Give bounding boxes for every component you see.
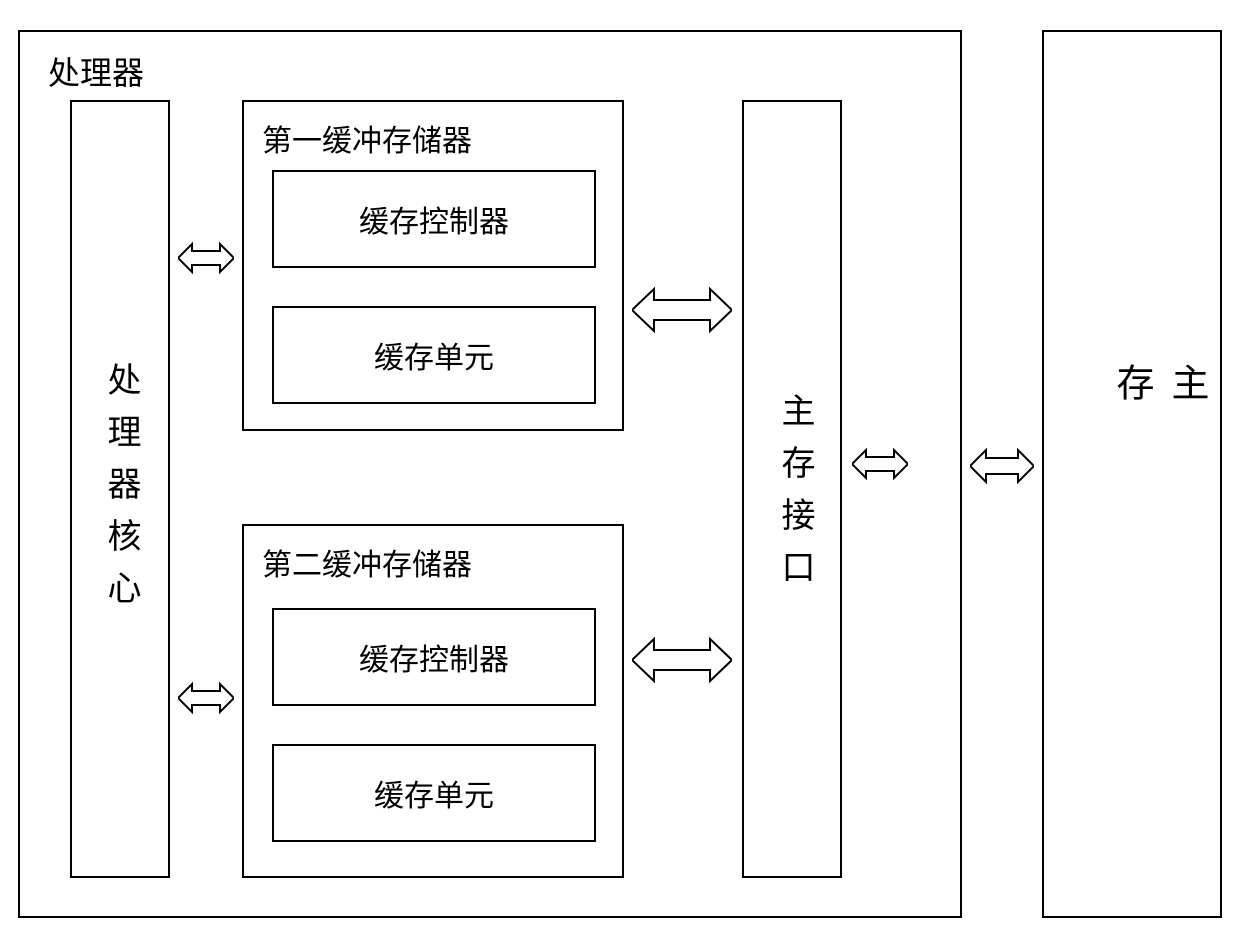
- diagram-canvas: 处理器 处理器核心 第一缓冲存储器 缓存控制器 缓存单元 第二缓冲存储器 缓存控…: [0, 0, 1240, 943]
- buffer1-unit-box: 缓存单元: [272, 306, 596, 404]
- arrow-core-buf2: [178, 680, 234, 716]
- mem-if-box: 主存接口: [742, 100, 842, 878]
- buffer1-ctrl-label: 缓存控制器: [359, 197, 509, 241]
- core-box: 处理器核心: [70, 100, 170, 878]
- arrow-buf2-memif: [632, 635, 732, 685]
- buffer1-unit-label: 缓存单元: [374, 333, 494, 377]
- buffer2-unit-box: 缓存单元: [272, 744, 596, 842]
- buffer1-label: 第一缓冲存储器: [262, 116, 472, 160]
- buffer2-unit-label: 缓存单元: [374, 771, 494, 815]
- buffer2-ctrl-label: 缓存控制器: [359, 635, 509, 679]
- main-mem-box: 主存: [1042, 30, 1222, 918]
- buffer2-label: 第二缓冲存储器: [262, 540, 472, 584]
- mem-if-label: 主存接口: [770, 377, 819, 617]
- main-mem-label: 主存: [1104, 307, 1214, 657]
- processor-label: 处理器: [48, 48, 144, 94]
- core-label: 处理器核心: [96, 342, 145, 642]
- arrow-core-buf1: [178, 240, 234, 276]
- buffer1-ctrl-box: 缓存控制器: [272, 170, 596, 268]
- buffer2-ctrl-box: 缓存控制器: [272, 608, 596, 706]
- arrow-proc-mainmem: [970, 446, 1034, 486]
- arrow-buf1-memif: [632, 285, 732, 335]
- arrow-memif-proc: [852, 446, 908, 482]
